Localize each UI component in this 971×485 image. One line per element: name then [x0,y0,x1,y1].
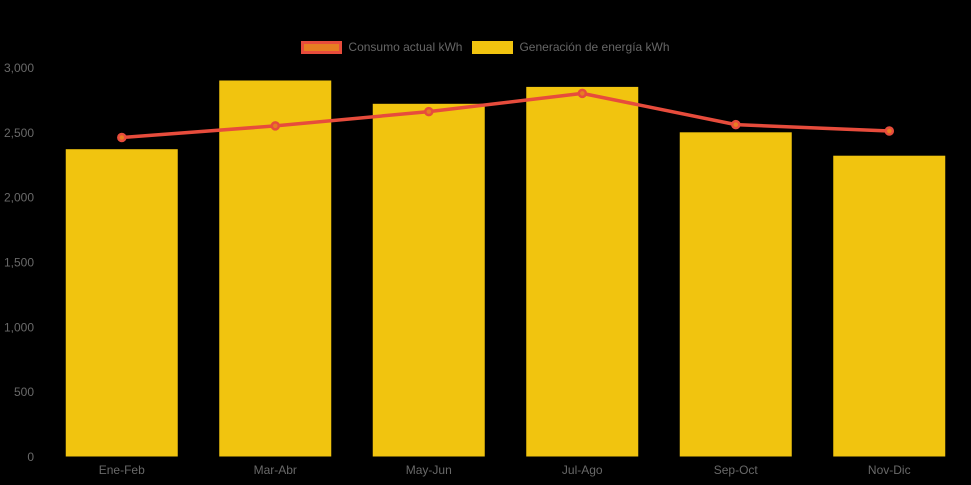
y-tick-label-500: 500 [14,385,34,399]
y-tick-label-2-500: 2,500 [4,126,34,140]
bar-nov-dic[interactable] [833,155,946,457]
bar-may-jun[interactable] [372,103,485,457]
line-point-mar-abr[interactable] [270,121,281,131]
x-axis-label-nov-dic: Nov-Dic [868,463,911,477]
line-point-nov-dic[interactable] [884,126,895,136]
y-tick-label-3-000: 3,000 [4,61,34,75]
bar-sep-oct[interactable] [679,132,792,457]
legend-swatch-consumo [301,41,343,54]
x-axis-label-ene-feb: Ene-Feb [99,463,145,477]
x-axis-label-mar-abr: Mar-Abr [254,463,297,477]
line-point-ene-feb[interactable] [117,132,127,143]
x-axis-label-sep-oct: Sep-Oct [714,463,759,477]
y-tick-label-2-000: 2,000 [4,191,34,205]
y-tick-label-0: 0 [27,450,34,464]
chart-legend: Consumo actual kWh Generación de energía… [0,41,971,54]
bar-ene-feb[interactable] [65,149,178,457]
line-point-jul-ago[interactable] [577,88,588,99]
legend-label-consumo: Consumo actual kWh [348,40,463,54]
bar-jul-ago[interactable] [526,86,639,457]
line-point-sep-oct[interactable] [731,119,741,130]
y-tick-label-1-500: 1,500 [4,256,34,270]
bar-mar-abr[interactable] [219,80,332,457]
legend-item-consumo[interactable]: Consumo actual kWh [296,41,467,54]
x-axis-label-may-jun: May-Jun [406,463,452,477]
legend-item-generacion[interactable]: Generación de energía kWh [467,41,674,54]
x-axis-label-jul-ago: Jul-Ago [562,463,603,477]
line-point-may-jun[interactable] [424,106,434,117]
legend-swatch-generacion [472,41,514,54]
legend-label-generacion: Generación de energía kWh [519,40,670,54]
y-tick-label-1-000: 1,000 [4,320,34,334]
consumo-line [120,91,892,140]
